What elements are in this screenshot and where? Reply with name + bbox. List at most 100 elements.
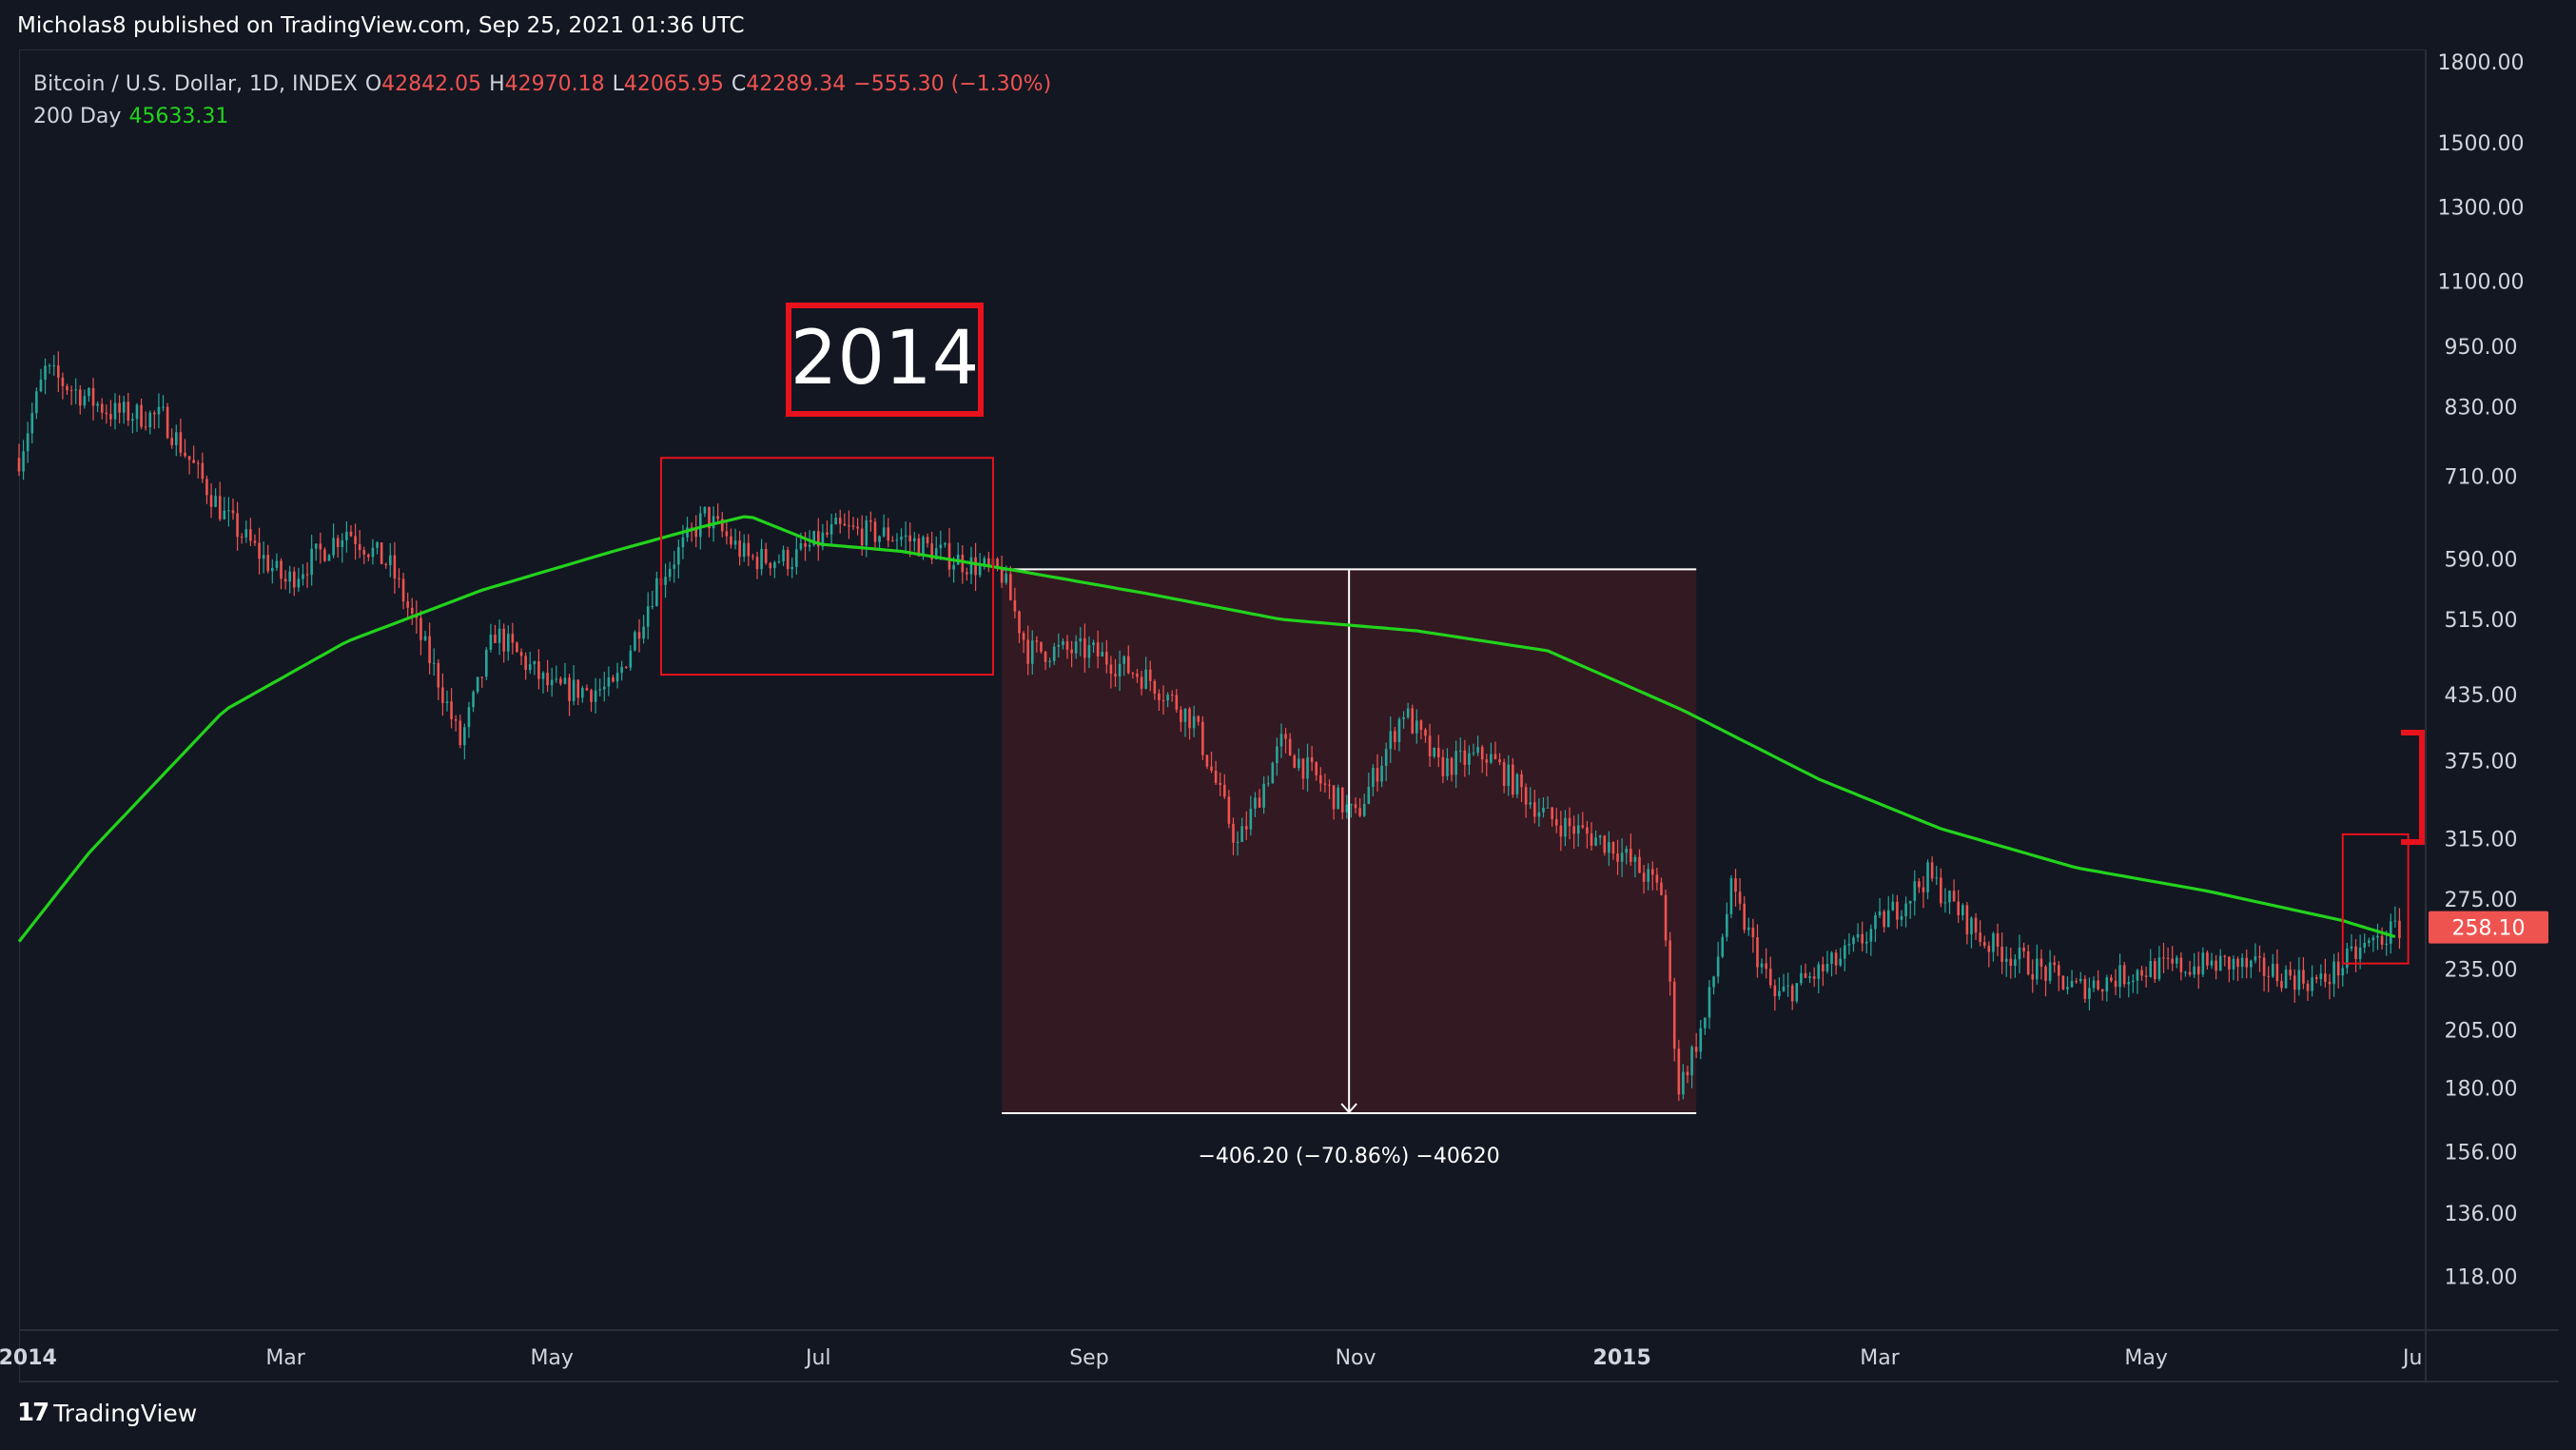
candle-body [1367,786,1371,804]
candle-body [2328,981,2332,985]
candle-body [223,510,226,519]
tradingview-brand: TradingView [53,1399,198,1427]
price-tick-label: 180.00 [2445,1078,2518,1102]
candle-body [908,535,911,542]
candle-body [1161,699,1165,701]
candle-body [1140,676,1143,689]
candle-body [1616,853,1619,862]
candle-body [926,537,929,544]
candle-body [2105,977,2109,992]
candle-body [428,636,431,664]
candle-body [362,550,366,555]
candle-body [1083,637,1086,658]
candle-body [506,634,510,652]
candle-body [594,690,597,702]
candle-body [1109,664,1113,675]
candle-body [1512,764,1514,795]
edge-box-fragment [2401,730,2425,845]
candle-body [314,543,318,549]
candle-body [1345,804,1349,813]
candle-body [917,538,921,557]
candle-body [516,642,518,653]
candle-body [581,688,584,698]
candle-body [78,389,82,406]
candle-body [1293,755,1297,769]
candle-body [620,666,623,674]
candle-body [2184,971,2187,973]
open-value: 42842.05 [381,72,482,96]
candle-body [769,562,772,569]
candle-body [1323,783,1327,785]
price-tick-label: 275.00 [2445,889,2518,912]
candle-body [1940,877,1942,904]
candle-body [2284,970,2288,989]
candle-body [30,413,34,434]
price-axis-bg [2426,0,2576,1381]
candle-body [1026,639,1029,664]
candle-body [39,380,43,392]
candle-body [52,365,56,367]
candle-body [135,404,139,420]
candle-body [524,656,527,671]
candle-body [2140,970,2143,976]
candle-body [2206,952,2209,966]
candle-body [1201,721,1204,755]
candle-body [96,403,99,406]
candle-body [1048,660,1051,662]
candle-body [786,549,790,570]
candle-body [1974,917,1978,933]
candle-body [2078,978,2082,982]
candle-body [1847,944,1851,946]
candle-body [336,538,340,547]
candle-body [1979,932,1981,942]
candle-body [2031,974,2035,980]
candle-body [598,689,601,691]
candle-body [2245,957,2249,968]
tradingview-logo[interactable]: 17 TradingView [17,1399,197,1427]
candle-body [2157,957,2161,980]
candle-body [1987,945,1991,952]
candle-body [1822,964,1825,971]
candle-body [1472,753,1475,754]
candle-body [1760,963,1764,968]
chart-frame[interactable] [19,49,2427,1382]
candle-body [1266,783,1270,785]
candle-body [69,390,73,392]
candle-body [2000,946,2003,962]
candle-body [44,365,47,381]
price-tick-label: 156.00 [2445,1142,2518,1166]
candle-body [231,510,235,514]
candle-body [258,542,261,559]
candle-body [2324,973,2327,982]
candle-body [214,496,217,507]
candle-body [690,527,693,529]
candle-body [2250,960,2253,968]
candle-body [1765,963,1767,970]
candle-body [2358,947,2362,959]
candle-body [550,679,554,686]
candle-body [1900,915,1903,920]
candle-body [1690,1047,1693,1076]
candle-body [1594,837,1597,846]
candle-body [773,561,776,569]
candle-body [1559,825,1563,837]
candle-body [891,540,894,542]
candle-body [332,538,335,556]
candle-body [349,531,353,537]
candle-body [1197,715,1200,722]
candle-body [57,365,60,378]
candle-body [1515,774,1519,795]
candle-body [2398,920,2401,938]
candle-body [1952,891,1956,902]
candle-body [1328,784,1331,786]
candle-body [878,536,881,542]
candle-body [1502,762,1506,787]
candle-body [48,365,51,367]
price-tick-label: 205.00 [2445,1020,2518,1044]
candle-body [2009,958,2013,967]
candle-body [297,578,301,588]
low-label: L [612,72,624,96]
price-tick-label: 235.00 [2445,959,2518,983]
candle-body [1704,1017,1707,1029]
